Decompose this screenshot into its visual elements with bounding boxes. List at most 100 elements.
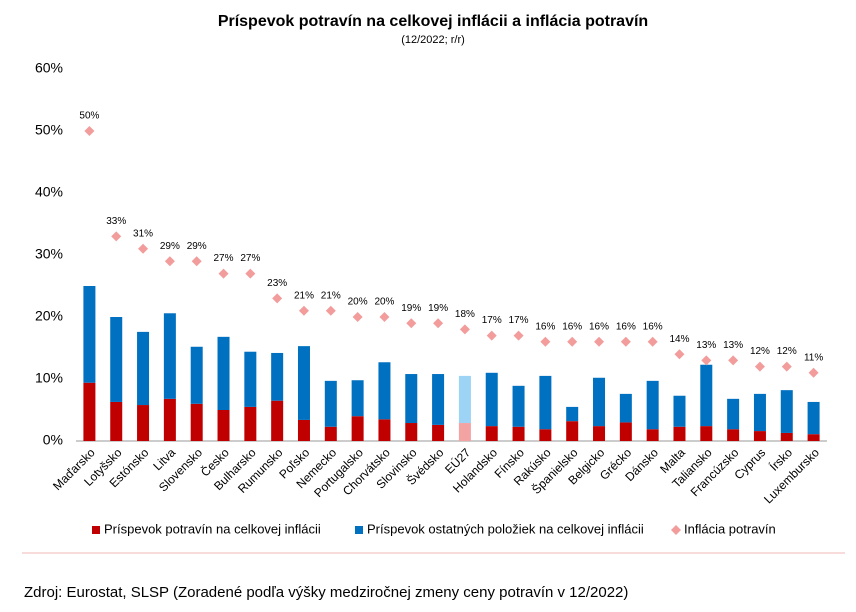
source-note: Zdroj: Eurostat, SLSP (Zoradené podľa vý…: [24, 584, 628, 601]
data-label: 17%: [509, 315, 529, 326]
marker: [781, 361, 792, 372]
data-label: 29%: [187, 241, 207, 252]
bar-segment: [753, 431, 766, 441]
marker: [325, 305, 336, 316]
bar-segment: [727, 398, 740, 430]
marker: [84, 126, 95, 136]
bar-segment: [378, 419, 391, 441]
bar-segment: [566, 421, 579, 441]
bar-segment: [190, 403, 203, 441]
y-tick-label: 30%: [35, 246, 63, 262]
marker: [513, 330, 524, 341]
bar-segment: [83, 382, 96, 441]
data-label: 19%: [428, 303, 448, 314]
marker: [406, 318, 417, 329]
bar-segment: [324, 426, 337, 441]
data-label: 33%: [106, 216, 126, 227]
marker: [245, 268, 256, 279]
bar-segment: [673, 426, 686, 441]
legend-swatch: [671, 525, 681, 535]
bar-segment: [619, 422, 632, 441]
data-label: 18%: [455, 309, 475, 320]
bar-segment: [458, 375, 471, 424]
data-label: 31%: [133, 228, 153, 239]
bar-segment: [673, 395, 686, 427]
marker: [701, 355, 712, 366]
data-label: 16%: [589, 321, 609, 332]
marker: [272, 293, 283, 304]
marker: [218, 268, 229, 279]
data-label: 29%: [160, 241, 180, 252]
bar-segment: [297, 419, 310, 441]
data-label: 12%: [750, 346, 770, 357]
bar-segment: [700, 426, 713, 441]
bar-segment: [297, 346, 310, 420]
data-label: 20%: [348, 297, 368, 308]
marker: [379, 312, 390, 322]
data-label: 21%: [294, 290, 314, 301]
bar-segment: [807, 401, 820, 435]
bar-segment: [217, 336, 230, 410]
data-label: 13%: [723, 340, 743, 351]
legend-label: Inflácia potravín: [684, 521, 776, 536]
bar-segment: [244, 406, 257, 441]
bar-segment: [780, 390, 793, 433]
marker: [647, 336, 658, 347]
y-tick-label: 0%: [43, 432, 63, 448]
y-tick-label: 40%: [35, 184, 63, 200]
bar-segment: [700, 364, 713, 427]
marker: [298, 305, 309, 316]
marker: [567, 336, 578, 347]
bar-segment: [619, 393, 632, 423]
data-label: 16%: [535, 321, 555, 332]
legend-label: Príspevok ostatných položiek na celkovej…: [367, 521, 644, 536]
bar-segment: [163, 313, 176, 399]
data-label: 20%: [374, 297, 394, 308]
data-label: 21%: [321, 290, 341, 301]
bar-segment: [271, 352, 284, 401]
marker: [111, 231, 122, 242]
bar-segment: [163, 398, 176, 441]
bar-segment: [405, 423, 418, 441]
marker: [459, 324, 470, 335]
bar-segment: [539, 429, 552, 441]
bar-segment: [110, 317, 123, 402]
marker: [674, 349, 685, 360]
marker: [191, 256, 202, 267]
marker: [594, 336, 605, 347]
bar-segment: [405, 374, 418, 424]
bar-segment: [646, 380, 659, 430]
bar-segment: [727, 429, 740, 441]
data-label: 17%: [482, 315, 502, 326]
bar-segment: [485, 372, 498, 427]
bar-segment: [190, 346, 203, 404]
chart-title: Príspevok potravín na celkovej inflácii …: [218, 13, 648, 30]
chart-subtitle: (12/2022; r/r): [401, 34, 465, 46]
bar-segment: [110, 401, 123, 441]
bar-segment: [217, 410, 230, 441]
bar-segment: [485, 426, 498, 441]
data-label: 16%: [616, 321, 636, 332]
data-label: 16%: [562, 321, 582, 332]
bar-segment: [593, 426, 606, 441]
marker: [164, 256, 175, 267]
bar-segment: [137, 405, 150, 441]
bar-segment: [512, 385, 525, 427]
data-label: 19%: [401, 303, 421, 314]
bar-segment: [351, 416, 364, 441]
bar-segment: [780, 432, 793, 441]
marker: [433, 318, 444, 329]
bar-segment: [83, 286, 96, 383]
data-label: 16%: [643, 321, 663, 332]
data-label: 50%: [79, 111, 99, 122]
marker: [620, 336, 631, 347]
data-label: 13%: [696, 340, 716, 351]
data-label: 12%: [777, 346, 797, 357]
bar-segment: [753, 393, 766, 432]
legend-swatch: [92, 526, 100, 534]
marker: [540, 336, 551, 347]
bar-segment: [137, 331, 150, 406]
marker: [754, 361, 765, 372]
bar-segment: [351, 380, 364, 417]
